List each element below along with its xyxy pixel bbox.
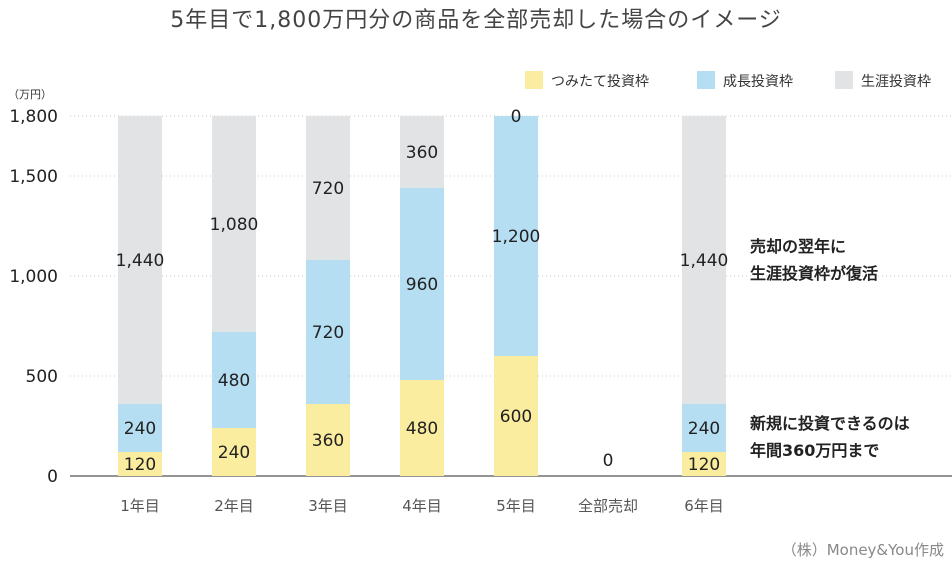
annotation-text: 年間360万円まで [750, 441, 879, 460]
bar-segment-tsumitate [306, 404, 350, 476]
bar-segment-tsumitate [682, 452, 726, 476]
credit-text: （株）Money&You作成 [782, 541, 944, 559]
bar-segment-seicho [118, 404, 162, 452]
x-tick-label: 3年目 [308, 497, 348, 515]
data-label-tsumitate: 120 [124, 455, 156, 475]
bar-segment-seicho [306, 260, 350, 404]
bar-segment-shogai [306, 116, 350, 260]
bar-segment-tsumitate [494, 356, 538, 476]
data-label-shogai: 720 [312, 179, 344, 199]
bar-segment-tsumitate [118, 452, 162, 476]
legend-label-tsumitate: つみたて投資枠 [551, 74, 649, 90]
x-tick-label: 5年目 [496, 497, 536, 515]
annotation-text: 新規に投資できるのは [750, 414, 910, 433]
legend: つみたて投資枠 成長投資枠 生涯投資枠 [525, 71, 931, 90]
legend-label-seicho: 成長投資枠 [723, 74, 793, 90]
bar-segment-seicho [682, 404, 726, 452]
data-label-shogai: 0 [511, 107, 522, 127]
data-label-shogai: 1,440 [680, 251, 729, 271]
data-label-seicho: 1,200 [492, 227, 541, 247]
x-tick-label: 6年目 [684, 497, 724, 515]
legend-swatch-seicho [697, 71, 715, 89]
bars: 120 240 1,440 240 480 1,080 360 720 720 480 960 360… [116, 107, 729, 476]
bar-segment-shogai [212, 116, 256, 332]
bar-segment-tsumitate [400, 380, 444, 476]
data-label-total: 0 [603, 451, 614, 471]
y-tick-label: 1,800 [9, 107, 58, 127]
x-tick-label: 2年目 [214, 497, 254, 515]
chart-title: 5年目で1,800万円分の商品を全部売却した場合のイメージ [170, 8, 782, 33]
bar-segment-shogai [400, 116, 444, 188]
data-label-tsumitate: 120 [688, 455, 720, 475]
y-tick-label: 1,500 [9, 167, 58, 187]
y-tick-label: 0 [47, 467, 58, 487]
data-label-tsumitate: 480 [406, 419, 438, 439]
x-tick-label: 全部売却 [578, 497, 638, 515]
data-label-shogai: 360 [406, 143, 438, 163]
data-label-seicho: 480 [218, 371, 250, 391]
y-unit-label: （万円） [8, 88, 52, 101]
data-label-seicho: 240 [124, 419, 156, 439]
annotation-text: 生涯投資枠が復活 [750, 264, 878, 283]
x-axis: 1年目 2年目 3年目 4年目 5年目 全部売却 6年目 [120, 497, 724, 515]
data-label-seicho: 720 [312, 323, 344, 343]
bar-segment-seicho [212, 332, 256, 428]
bar-segment-shogai [118, 116, 162, 404]
bar-segment-seicho [494, 116, 538, 356]
data-label-shogai: 1,080 [210, 215, 259, 235]
data-label-seicho: 240 [688, 419, 720, 439]
bar-segment-seicho [400, 188, 444, 380]
legend-swatch-shogai [835, 71, 853, 89]
legend-swatch-tsumitate [525, 71, 543, 89]
data-label-tsumitate: 360 [312, 431, 344, 451]
y-tick-label: 500 [26, 367, 58, 387]
data-label-tsumitate: 600 [500, 407, 532, 427]
bar-segment-tsumitate [212, 428, 256, 476]
legend-label-shogai: 生涯投資枠 [861, 74, 931, 90]
data-label-shogai: 1,440 [116, 251, 165, 271]
y-tick-label: 1,000 [9, 267, 58, 287]
data-label-seicho: 960 [406, 275, 438, 295]
annotation-text: 売却の翌年に [750, 237, 846, 256]
x-tick-label: 1年目 [120, 497, 160, 515]
data-label-tsumitate: 240 [218, 443, 250, 463]
bar-segment-shogai [682, 116, 726, 404]
x-tick-label: 4年目 [402, 497, 442, 515]
